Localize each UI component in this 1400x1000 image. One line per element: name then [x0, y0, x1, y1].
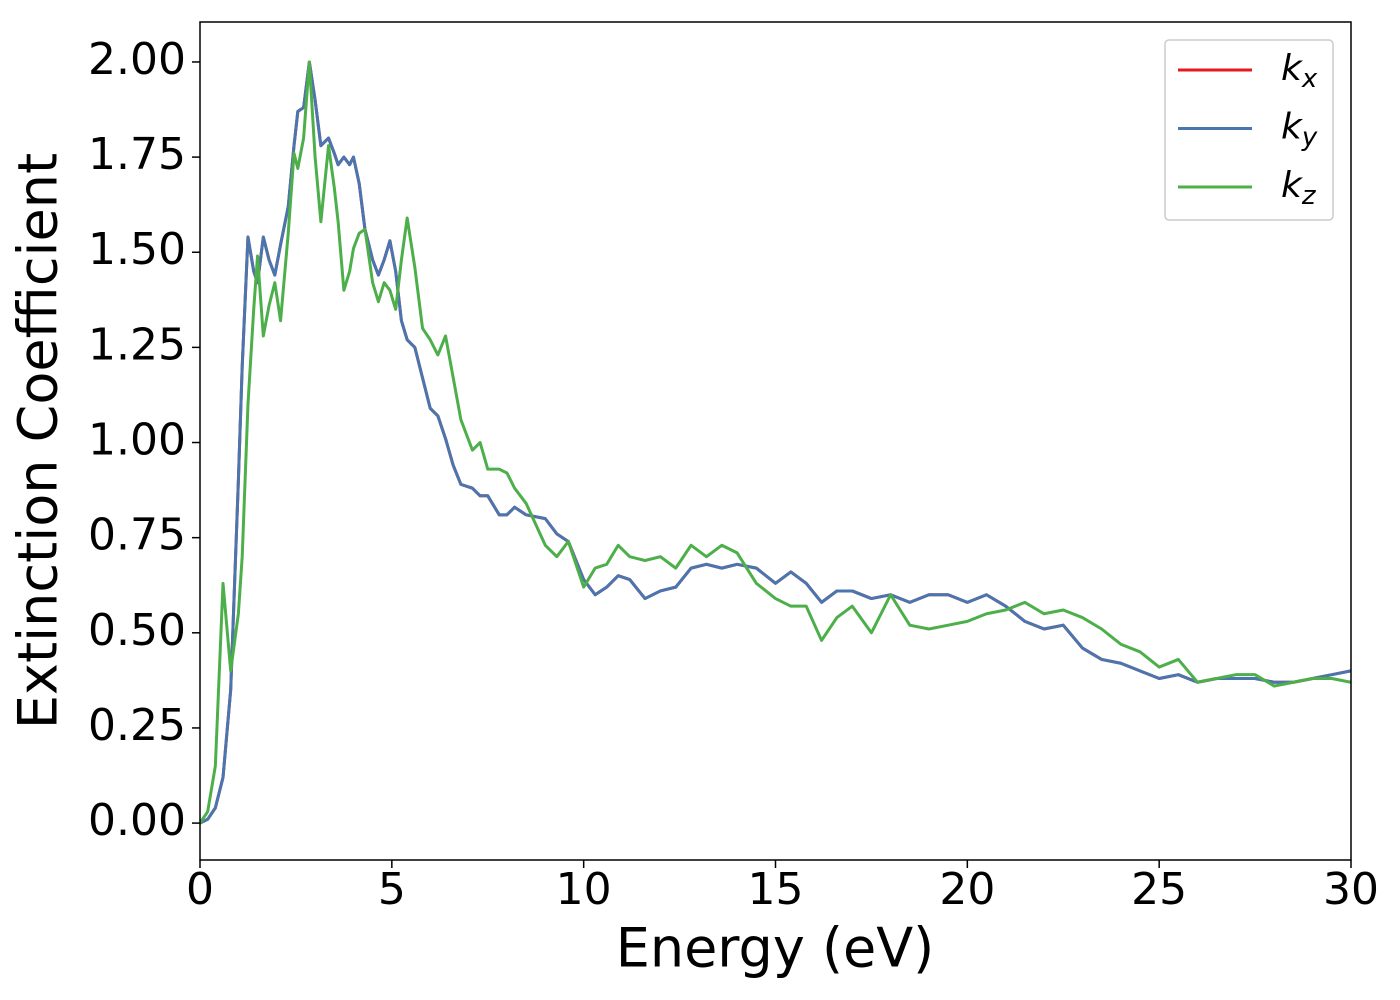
- x-tick-label: 10: [556, 864, 612, 915]
- legend-label: ky: [1281, 107, 1318, 153]
- x-tick-label: 30: [1323, 864, 1379, 915]
- x-tick-label: 0: [186, 864, 214, 915]
- y-tick-label: 1.50: [88, 224, 186, 275]
- y-tick-label: 0.25: [88, 700, 186, 751]
- data-line: [200, 60, 1351, 824]
- legend-label: kx: [1281, 48, 1318, 94]
- y-tick-label: 1.25: [88, 319, 186, 370]
- x-tick-label: 5: [378, 864, 406, 915]
- y-tick-label: 0.50: [88, 605, 186, 656]
- x-tick-label: 20: [939, 864, 995, 915]
- x-tick-label: 15: [748, 864, 804, 915]
- y-tick-label: 0.00: [88, 795, 186, 846]
- y-axis-label: Extinction Coefficient: [7, 153, 70, 729]
- y-tick-label: 2.00: [88, 34, 186, 85]
- data-line: [200, 60, 1351, 825]
- x-axis-label: Energy (eV): [616, 917, 935, 980]
- y-tick-label: 1.00: [88, 415, 186, 466]
- x-tick-label: 25: [1131, 864, 1187, 915]
- y-tick-label: 1.75: [88, 129, 186, 180]
- legend-label: kz: [1281, 165, 1317, 211]
- y-tick-label: 0.75: [88, 510, 186, 561]
